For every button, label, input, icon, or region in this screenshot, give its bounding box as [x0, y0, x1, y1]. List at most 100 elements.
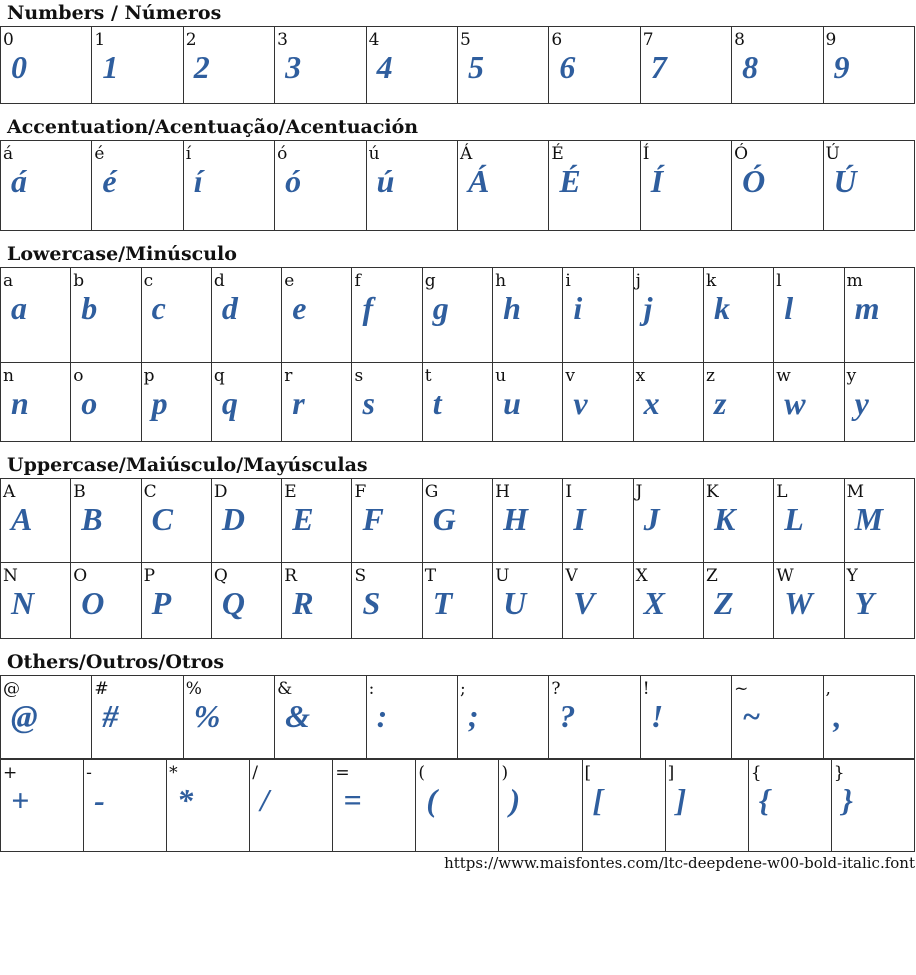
glyph-cell: ]]	[664, 759, 749, 852]
glyph-row: + + - - * * / / = =(())[[]]{{}}	[0, 759, 916, 852]
glyph-sample: Q	[221, 585, 245, 621]
glyph-sample: 0	[11, 49, 27, 85]
glyph-label: u	[495, 366, 507, 386]
glyph-label: }	[833, 763, 845, 783]
glyph-label: ,	[825, 679, 831, 699]
glyph-label: 3	[277, 30, 288, 50]
glyph-label: 2	[185, 30, 197, 50]
glyph-sample: l	[784, 290, 794, 326]
glyph-label: 0	[3, 30, 14, 50]
glyph-sample: P	[151, 585, 172, 621]
glyph-cell: [[	[581, 759, 666, 852]
glyph-sample: Z	[713, 585, 734, 621]
glyph-label: [	[584, 763, 592, 783]
section: Others/Outros/Otros @ @ # #%% & &::;;??!! ~ ~,, +…	[0, 649, 916, 852]
glyph-label: é	[94, 144, 105, 164]
glyph-label: &	[277, 679, 293, 699]
glyph-label: a	[3, 271, 14, 291]
glyph-label: d	[213, 271, 225, 291]
glyph-label: *	[169, 763, 178, 783]
glyph-sample: á	[11, 163, 27, 199]
glyph-label: Y	[846, 566, 858, 586]
footer-url[interactable]: https://www.maisfontes.com/ltc-deepdene-…	[444, 854, 915, 872]
glyph-sample: W	[784, 585, 813, 621]
glyph-label: D	[213, 482, 228, 502]
glyph-label: ó	[277, 144, 288, 164]
glyph-label: J	[635, 482, 643, 502]
glyph-label: x	[635, 366, 646, 386]
glyph-sample: É	[559, 163, 581, 199]
glyph-sample: B	[81, 501, 103, 537]
glyph-sample: H	[503, 501, 528, 537]
glyph-label: l	[776, 271, 782, 291]
glyph-sample: O	[81, 585, 105, 621]
glyph-sample: u	[503, 385, 521, 421]
glyph-sample: /	[260, 782, 270, 818]
glyph-cell: # #	[91, 675, 184, 759]
glyph-sample: &	[285, 698, 311, 734]
glyph-sample: +	[11, 782, 30, 818]
glyph-cell: {{	[747, 759, 832, 852]
glyph-label: !	[642, 679, 650, 699]
glyph-label: s	[354, 366, 364, 386]
glyph-sample: h	[503, 290, 521, 326]
glyph-cell: ??	[548, 675, 641, 759]
section-title: Numbers / Números	[7, 2, 222, 24]
glyph-label: c	[143, 271, 154, 291]
section-title: Lowercase/Minúsculo	[7, 243, 237, 265]
glyph-table: + + - - * * / / = =(())[[]]{{}}	[0, 759, 916, 852]
glyph-cell: & &	[274, 675, 367, 759]
glyph-sample: M	[854, 501, 884, 537]
glyph-sample: E	[292, 501, 314, 537]
glyph-label: ú	[368, 144, 380, 164]
glyph-label: /	[252, 763, 258, 783]
glyph-label: k	[705, 271, 717, 291]
glyph-cell: --	[83, 759, 168, 852]
glyph-sample: e	[292, 290, 307, 326]
glyph-sample: G	[432, 501, 456, 537]
glyph-label: F	[354, 482, 367, 502]
glyph-label: V	[565, 566, 578, 586]
glyph-sample: 6	[559, 49, 576, 85]
glyph-label: i	[565, 271, 571, 291]
glyph-sample: 8	[742, 49, 759, 85]
glyph-cell: + +	[0, 759, 85, 852]
glyph-label: 8	[734, 30, 745, 50]
glyph-sample: i	[573, 290, 583, 326]
glyph-label: -	[86, 763, 92, 783]
glyph-label: Ú	[825, 144, 840, 164]
glyph-label: z	[705, 366, 715, 386]
glyph-label: P	[143, 566, 156, 586]
glyph-label: {	[750, 763, 762, 783]
glyph-cell: ::	[365, 675, 458, 759]
section-title: Accentuation/Acentuação/Acentuación	[7, 116, 419, 138]
glyph-label: :	[368, 679, 375, 699]
glyph-label: ;	[459, 679, 466, 699]
